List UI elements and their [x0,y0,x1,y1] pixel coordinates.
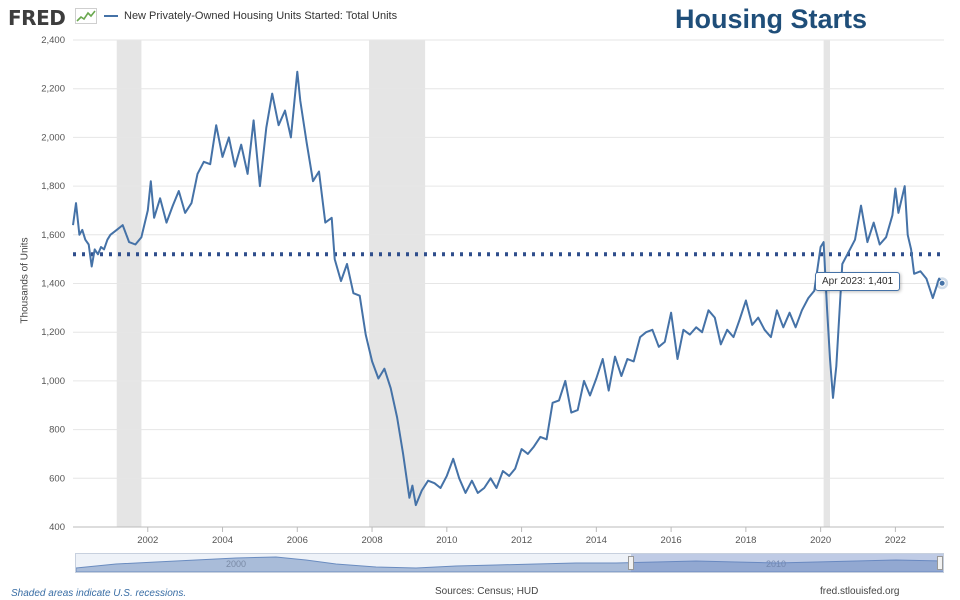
y-tick-label-1400: 1,400 [41,279,65,290]
hover-marker-point[interactable] [938,279,946,287]
y-tick-label-600: 600 [49,473,65,484]
legend-line-swatch [104,15,118,17]
sources-text: Sources: Census; HUD [435,586,539,597]
y-tick-label-2200: 2,200 [41,84,65,95]
x-tick-label-2010: 2010 [436,535,457,546]
grid-lines [73,39,944,528]
navigator-left-handle[interactable] [628,556,634,570]
y-tick-label-1000: 1,000 [41,376,65,387]
x-tick-label-2002: 2002 [137,535,158,546]
range-navigator[interactable]: 2000 2010 [75,553,944,573]
navigator-label-2000: 2000 [226,559,246,569]
y-tick-label-2000: 2,000 [41,132,65,143]
series-line-0[interactable] [72,70,943,507]
y-tick-label-1800: 1,800 [41,181,65,192]
x-tick-label-2006: 2006 [287,535,308,546]
legend-label: New Privately-Owned Housing Units Starte… [124,10,398,22]
fred-logo[interactable]: FRED [8,6,66,30]
y-tick-label-400: 400 [49,522,65,533]
y-tick-label-1600: 1,600 [41,230,65,241]
navigator-selection[interactable] [631,554,943,572]
data-tooltip: Apr 2023: 1,401 [815,272,901,291]
x-tick-label-2022: 2022 [885,535,906,546]
x-tick-label-2008: 2008 [361,535,382,546]
y-tick-label-800: 800 [49,425,65,436]
x-tick-label-2004: 2004 [212,535,233,546]
x-tick-label-2016: 2016 [661,535,682,546]
series-legend[interactable]: New Privately-Owned Housing Units Starte… [104,10,397,22]
navigator-right-handle[interactable] [937,556,943,570]
y-tick-label-2400: 2,400 [41,35,65,46]
hover-marker-group [936,277,949,290]
x-axis-ticks: 2002 2004 2006 2008 2010 2012 2014 2016 2018 2020… [137,527,906,546]
overlay-title: Housing Starts [675,4,868,34]
x-tick-label-2014: 2014 [586,535,607,546]
y-tick-label-1200: 1,200 [41,327,65,338]
navigator-sparkline: 2000 2010 [76,556,943,572]
fred-sparkline-icon [75,8,97,24]
recession-note: Shaded areas indicate U.S. recessions. [11,588,187,599]
series-group [72,70,943,507]
tooltip-value: 1,401 [868,276,894,287]
x-tick-label-2020: 2020 [810,535,831,546]
site-link[interactable]: fred.stlouisfed.org [820,586,900,597]
x-tick-label-2012: 2012 [511,535,532,546]
x-tick-label-2018: 2018 [735,535,756,546]
y-axis-ticks: 400 600 800 1,000 1,200 1,400 1,600 1,800 2,000 2… [41,35,65,533]
tooltip-date: Apr 2023: [822,276,866,287]
navigator-label-2010: 2010 [766,559,786,569]
